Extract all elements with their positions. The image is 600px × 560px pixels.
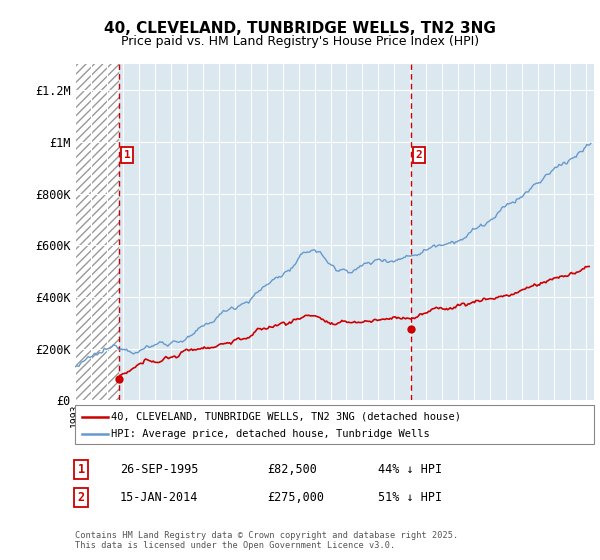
Text: 51% ↓ HPI: 51% ↓ HPI bbox=[378, 491, 442, 504]
Text: £275,000: £275,000 bbox=[267, 491, 324, 504]
Text: £82,500: £82,500 bbox=[267, 463, 317, 476]
Text: Price paid vs. HM Land Registry's House Price Index (HPI): Price paid vs. HM Land Registry's House … bbox=[121, 35, 479, 48]
Text: 40, CLEVELAND, TUNBRIDGE WELLS, TN2 3NG (detached house): 40, CLEVELAND, TUNBRIDGE WELLS, TN2 3NG … bbox=[111, 412, 461, 422]
Text: HPI: Average price, detached house, Tunbridge Wells: HPI: Average price, detached house, Tunb… bbox=[111, 429, 430, 439]
Bar bbox=[75, 64, 119, 400]
Text: 40, CLEVELAND, TUNBRIDGE WELLS, TN2 3NG: 40, CLEVELAND, TUNBRIDGE WELLS, TN2 3NG bbox=[104, 21, 496, 36]
Text: 44% ↓ HPI: 44% ↓ HPI bbox=[378, 463, 442, 476]
Text: 2: 2 bbox=[416, 150, 422, 160]
Text: 15-JAN-2014: 15-JAN-2014 bbox=[120, 491, 199, 504]
Text: 26-SEP-1995: 26-SEP-1995 bbox=[120, 463, 199, 476]
Text: Contains HM Land Registry data © Crown copyright and database right 2025.
This d: Contains HM Land Registry data © Crown c… bbox=[75, 531, 458, 550]
Text: 1: 1 bbox=[124, 150, 130, 160]
Text: 1: 1 bbox=[77, 463, 85, 476]
Text: 2: 2 bbox=[77, 491, 85, 504]
